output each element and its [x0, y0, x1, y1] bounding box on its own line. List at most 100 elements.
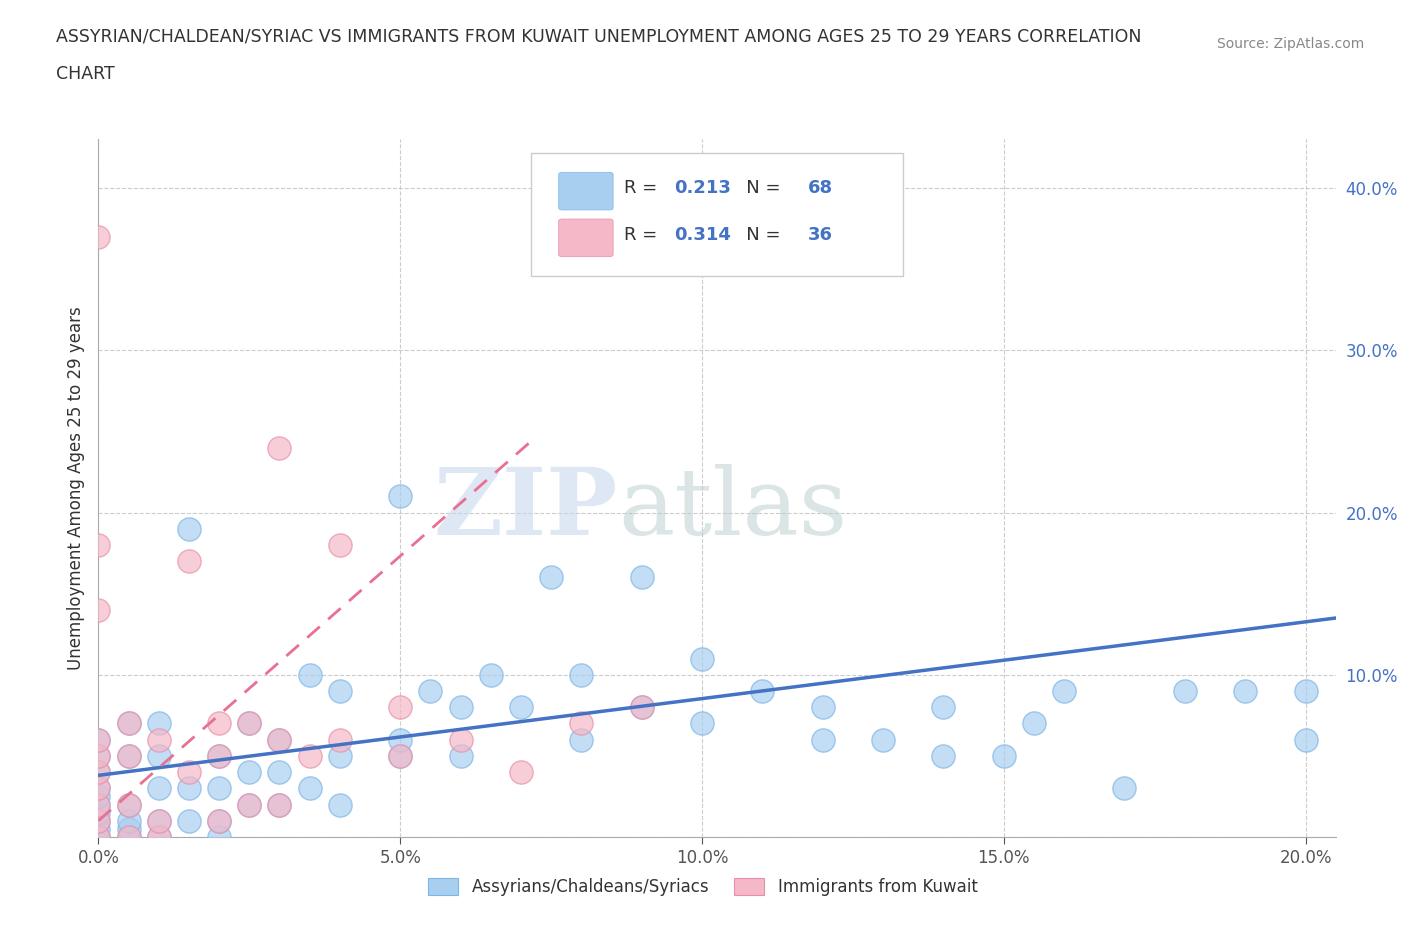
Text: ZIP: ZIP: [434, 464, 619, 554]
Point: [1295, 732, 1317, 747]
Point: [1022, 716, 1045, 731]
Point: [389, 732, 412, 747]
Point: [87, 781, 110, 796]
Point: [208, 814, 231, 829]
Point: [87, 814, 110, 829]
Point: [208, 830, 231, 844]
Point: [117, 797, 139, 812]
Point: [932, 749, 955, 764]
Point: [117, 814, 139, 829]
Text: ASSYRIAN/CHALDEAN/SYRIAC VS IMMIGRANTS FROM KUWAIT UNEMPLOYMENT AMONG AGES 25 TO: ASSYRIAN/CHALDEAN/SYRIAC VS IMMIGRANTS F…: [56, 28, 1142, 46]
Point: [269, 440, 291, 455]
Point: [329, 732, 352, 747]
Point: [298, 749, 321, 764]
Point: [148, 814, 170, 829]
Point: [630, 699, 652, 714]
Point: [208, 749, 231, 764]
Point: [269, 732, 291, 747]
Point: [269, 797, 291, 812]
Point: [87, 732, 110, 747]
Text: R =: R =: [624, 226, 664, 244]
Point: [1114, 781, 1136, 796]
Point: [569, 668, 592, 683]
Point: [117, 830, 139, 844]
Point: [117, 797, 139, 812]
Point: [630, 699, 652, 714]
Point: [208, 781, 231, 796]
Point: [569, 716, 592, 731]
Point: [690, 651, 713, 666]
Point: [419, 684, 441, 698]
Point: [450, 699, 472, 714]
Text: Source: ZipAtlas.com: Source: ZipAtlas.com: [1216, 37, 1364, 51]
Point: [177, 781, 200, 796]
Point: [87, 603, 110, 618]
Point: [509, 699, 531, 714]
Point: [148, 830, 170, 844]
Point: [509, 764, 531, 779]
Text: 0.314: 0.314: [673, 226, 731, 244]
Point: [208, 716, 231, 731]
Point: [450, 732, 472, 747]
Point: [269, 732, 291, 747]
Point: [87, 749, 110, 764]
Point: [690, 716, 713, 731]
Point: [87, 749, 110, 764]
Text: 36: 36: [807, 226, 832, 244]
Legend: Assyrians/Chaldeans/Syriacs, Immigrants from Kuwait: Assyrians/Chaldeans/Syriacs, Immigrants …: [422, 871, 984, 903]
Point: [148, 814, 170, 829]
Point: [569, 732, 592, 747]
Point: [1053, 684, 1076, 698]
Text: atlas: atlas: [619, 464, 848, 554]
Y-axis label: Unemployment Among Ages 25 to 29 years: Unemployment Among Ages 25 to 29 years: [66, 306, 84, 671]
Text: 68: 68: [807, 179, 832, 197]
Point: [87, 781, 110, 796]
Point: [87, 764, 110, 779]
Point: [811, 732, 834, 747]
Point: [148, 830, 170, 844]
Point: [148, 732, 170, 747]
Point: [389, 749, 412, 764]
Point: [148, 716, 170, 731]
Point: [872, 732, 894, 747]
Point: [177, 553, 200, 568]
Point: [117, 749, 139, 764]
FancyBboxPatch shape: [558, 219, 613, 257]
Text: CHART: CHART: [56, 65, 115, 83]
Point: [450, 749, 472, 764]
Point: [87, 821, 110, 836]
Point: [389, 699, 412, 714]
Point: [87, 830, 110, 844]
Text: N =: N =: [730, 179, 787, 197]
Point: [389, 489, 412, 504]
Point: [117, 821, 139, 836]
FancyBboxPatch shape: [558, 172, 613, 210]
Point: [389, 749, 412, 764]
Text: N =: N =: [730, 226, 787, 244]
Point: [208, 814, 231, 829]
Point: [87, 830, 110, 844]
Point: [87, 789, 110, 804]
Point: [87, 230, 110, 245]
Point: [87, 732, 110, 747]
Point: [87, 538, 110, 552]
FancyBboxPatch shape: [531, 153, 903, 275]
Point: [329, 684, 352, 698]
Point: [87, 797, 110, 812]
Point: [208, 749, 231, 764]
Point: [1295, 684, 1317, 698]
Text: 0.213: 0.213: [673, 179, 731, 197]
Point: [329, 538, 352, 552]
Text: R =: R =: [624, 179, 664, 197]
Point: [238, 797, 260, 812]
Point: [117, 716, 139, 731]
Point: [1174, 684, 1197, 698]
Point: [269, 764, 291, 779]
Point: [238, 716, 260, 731]
Point: [1234, 684, 1257, 698]
Point: [298, 668, 321, 683]
Point: [993, 749, 1015, 764]
Point: [269, 797, 291, 812]
Point: [148, 781, 170, 796]
Point: [117, 749, 139, 764]
